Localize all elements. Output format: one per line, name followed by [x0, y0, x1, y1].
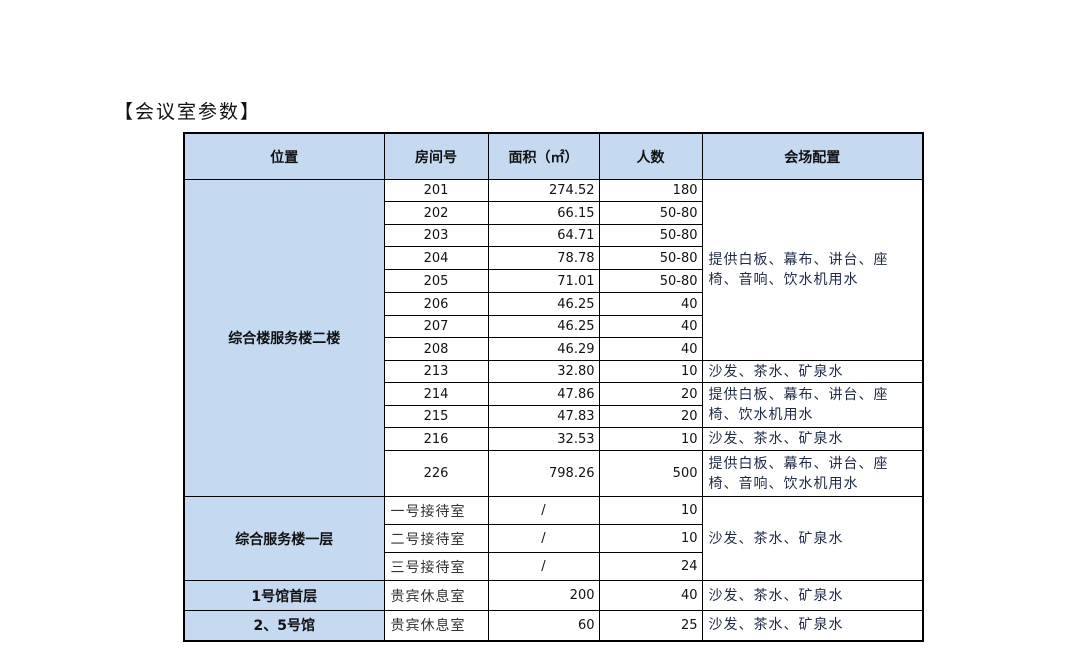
area-cell: 46.29 [487, 337, 600, 361]
people-cell: 20 [598, 405, 703, 428]
location-cell: 1号馆首层 [183, 580, 385, 611]
room-cell: 203 [383, 224, 489, 247]
config-cell: 提供白板、幕布、讲台、座椅、音响、饮水机用水 [701, 179, 924, 361]
area-cell: 274.52 [487, 179, 600, 202]
config-cell: 提供白板、幕布、讲台、座椅、饮水机用水 [701, 382, 924, 428]
table-row: 1号馆首层 贵宾休息室 200 40 沙发、茶水、矿泉水 [183, 580, 924, 611]
room-cell: 206 [383, 292, 489, 316]
people-cell: 50-80 [598, 269, 703, 293]
config-cell: 提供白板、幕布、讲台、座椅、音响、饮水机用水 [701, 450, 924, 497]
area-cell: / [487, 496, 600, 525]
config-cell: 沙发、茶水、矿泉水 [701, 580, 924, 611]
table-row: 三号接待室/24 [184, 552, 923, 581]
room-cell: 208 [383, 337, 489, 361]
room-cell: 215 [383, 405, 489, 428]
room-cell: 213 [383, 360, 489, 383]
area-cell: 32.53 [487, 427, 600, 451]
area-cell: 78.78 [487, 246, 600, 270]
room-cell: 三号接待室 [383, 552, 489, 581]
header-row: 位置 房间号 面积（㎡） 人数 会场配置 [183, 132, 924, 180]
section-title: 【会议室参数】 [114, 101, 262, 123]
people-cell: 10 [598, 524, 703, 553]
people-cell: 10 [598, 360, 703, 383]
people-cell: 50-80 [598, 224, 703, 247]
location-cell: 综合服务楼一层 [183, 496, 385, 581]
area-cell: 32.80 [487, 360, 600, 383]
people-cell: 50-80 [598, 246, 703, 270]
header-location: 位置 [183, 132, 385, 180]
room-cell: 一号接待室 [383, 496, 489, 525]
table-row: 2、5号馆 贵宾休息室 60 25 沙发、茶水、矿泉水 [183, 610, 924, 641]
area-cell: 60 [487, 610, 600, 641]
area-cell: / [487, 552, 600, 581]
people-cell: 180 [598, 179, 703, 202]
area-cell: / [487, 524, 600, 553]
people-cell: 40 [598, 292, 703, 316]
people-cell: 40 [598, 337, 703, 361]
area-cell: 798.26 [487, 450, 600, 497]
area-cell: 47.86 [487, 382, 600, 406]
location-cell: 综合楼服务楼二楼 [183, 179, 385, 497]
room-cell: 216 [383, 427, 489, 451]
table-row: 205 71.01 50-80 [184, 269, 923, 293]
room-cell: 205 [383, 269, 489, 293]
people-cell: 20 [598, 382, 703, 406]
table-row: 207 46.25 40 [184, 315, 923, 338]
area-cell: 47.83 [487, 405, 600, 428]
config-cell: 沙发、茶水、矿泉水 [701, 496, 924, 581]
config-cell: 沙发、茶水、矿泉水 [701, 610, 924, 641]
people-cell: 40 [598, 315, 703, 338]
room-cell: 204 [383, 246, 489, 270]
people-cell: 10 [598, 496, 703, 525]
meeting-room-table: 位置 房间号 面积（㎡） 人数 会场配置 综合楼服务楼二楼 201 274.52 18… [183, 132, 924, 642]
table-row: 203 64.71 50-80 [184, 224, 923, 247]
room-cell: 214 [383, 382, 489, 406]
config-cell: 沙发、茶水、矿泉水 [701, 360, 924, 383]
room-cell: 贵宾休息室 [383, 610, 489, 641]
config-cell: 沙发、茶水、矿泉水 [701, 427, 924, 451]
room-cell: 226 [383, 450, 489, 497]
table-row: 202 66.15 50-80 [184, 201, 923, 225]
room-cell: 201 [383, 179, 489, 202]
area-cell: 46.25 [487, 315, 600, 338]
people-cell: 25 [598, 610, 703, 641]
people-cell: 500 [598, 450, 703, 497]
area-cell: 200 [487, 580, 600, 611]
header-area: 面积（㎡） [487, 132, 600, 180]
table-row: 综合楼服务楼二楼 201 274.52 180 提供白板、幕布、讲台、座椅、音响、饮水机… [183, 179, 924, 497]
table-row: 216 32.53 10 沙发、茶水、矿泉水 [184, 427, 924, 451]
people-cell: 10 [598, 427, 703, 451]
area-cell: 66.15 [487, 201, 600, 225]
header-room: 房间号 [383, 132, 489, 180]
table-row: 206 46.25 40 [184, 292, 923, 316]
table-row: 二号接待室/10 [184, 524, 923, 553]
room-cell: 202 [383, 201, 489, 225]
area-cell: 64.71 [487, 224, 600, 247]
table-row: 综合服务楼一层 一号接待室/10 沙发、茶水、矿泉水 [183, 496, 924, 581]
area-cell: 71.01 [487, 269, 600, 293]
people-cell: 40 [598, 580, 703, 611]
room-cell: 207 [383, 315, 489, 338]
people-cell: 50-80 [598, 201, 703, 225]
room-cell: 二号接待室 [383, 524, 489, 553]
header-people: 人数 [598, 132, 703, 180]
location-cell: 2、5号馆 [183, 610, 385, 641]
area-cell: 46.25 [487, 292, 600, 316]
room-cell: 贵宾休息室 [383, 580, 489, 611]
table-row: 208 46.29 40 [184, 337, 923, 361]
header-config: 会场配置 [701, 132, 924, 180]
people-cell: 24 [598, 552, 703, 581]
